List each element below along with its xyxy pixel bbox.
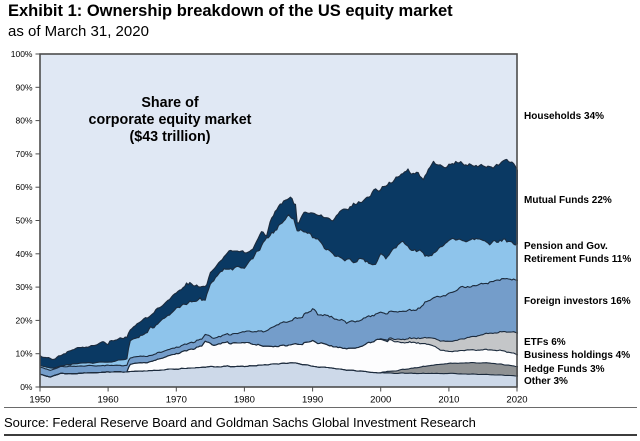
svg-text:90%: 90% xyxy=(15,82,32,92)
svg-text:0%: 0% xyxy=(20,382,33,392)
svg-text:1960: 1960 xyxy=(98,395,119,406)
svg-text:2020: 2020 xyxy=(506,395,527,406)
svg-text:30%: 30% xyxy=(15,282,32,292)
svg-text:60%: 60% xyxy=(15,182,32,192)
svg-text:2000: 2000 xyxy=(370,395,391,406)
svg-text:1950: 1950 xyxy=(29,395,50,406)
svg-text:1970: 1970 xyxy=(166,395,187,406)
svg-text:100%: 100% xyxy=(11,49,33,59)
svg-text:50%: 50% xyxy=(15,216,32,226)
svg-text:80%: 80% xyxy=(15,116,32,126)
svg-text:1990: 1990 xyxy=(302,395,323,406)
svg-text:70%: 70% xyxy=(15,149,32,159)
svg-text:1980: 1980 xyxy=(234,395,255,406)
svg-text:20%: 20% xyxy=(15,315,32,325)
svg-text:10%: 10% xyxy=(15,349,32,359)
svg-text:40%: 40% xyxy=(15,249,32,259)
svg-text:2010: 2010 xyxy=(438,395,459,406)
